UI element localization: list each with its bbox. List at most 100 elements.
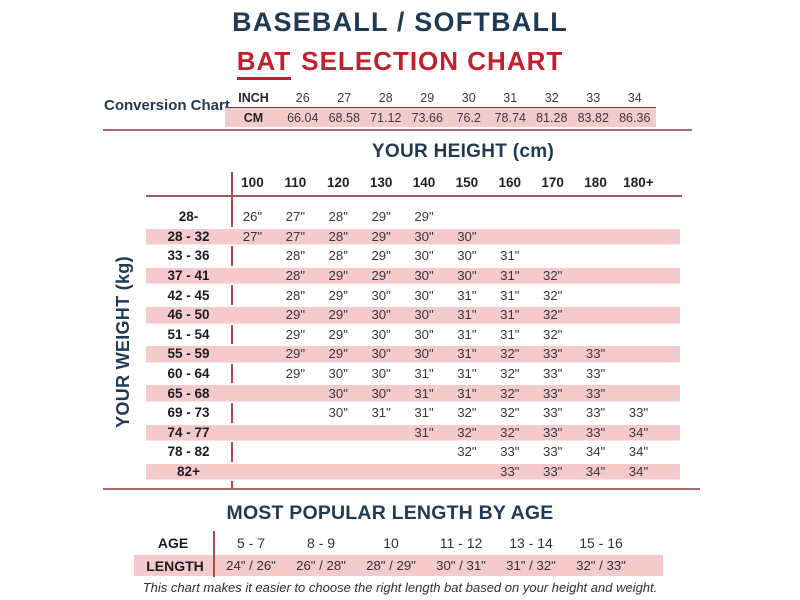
divider-line-bottom [103, 488, 700, 490]
conversion-cm-value: 71.12 [370, 110, 402, 125]
age-row-label: AGE [157, 535, 189, 551]
conversion-divider-line [225, 107, 656, 108]
conversion-inch-value: 31 [503, 91, 518, 105]
table-vertical-line [231, 172, 233, 488]
page-title-line2: BAT SELECTION CHART [0, 46, 800, 80]
weight-range-label: 33 - 36 [167, 248, 210, 264]
bat-length-cell: 30" [371, 307, 391, 323]
conversion-inch-value: 33 [586, 91, 601, 105]
height-column-header: 130 [369, 174, 393, 190]
bat-length-cell: 31" [500, 248, 520, 264]
length-row-label: LENGTH [146, 557, 204, 574]
bat-length-cell: 28" [328, 228, 348, 244]
length-row: LENGTH 24" / 26" 26" / 28" 28" / 29" 30" / … [134, 555, 663, 576]
bat-length-cell: 30" [328, 405, 348, 421]
table-row: 82+ 33" 33" 34" 34" [146, 461, 680, 482]
bat-length-cell: 33" [500, 464, 520, 480]
bat-length-cell: 30" [328, 366, 348, 382]
conversion-inch-value: 34 [627, 91, 642, 105]
table-row: 74 - 77 31" 32" 32" 33" 33" 34" [146, 422, 680, 443]
weight-range-label: 65 - 68 [167, 385, 210, 401]
conversion-cm-value: 66.04 [287, 110, 319, 125]
conversion-inch-label: INCH [238, 91, 269, 105]
bat-length-cell: 34" [628, 424, 649, 440]
bat-length-cell: 32" [457, 444, 477, 460]
length-value: 24" / 26" [226, 558, 276, 573]
height-column-headers: 100 110 120 130 140 150 160 170 180 180+ [231, 171, 660, 193]
title-word-bat-underlined: BAT [236, 46, 292, 80]
table-row: 46 - 50 29" 29" 30" 30" 31" 31" 32" [146, 304, 680, 325]
bat-length-cell: 31" [457, 307, 477, 323]
conversion-table: INCH 26 27 28 29 30 31 32 33 34 CM 66.04 68.58 71.… [225, 89, 656, 127]
bat-length-cell: 33" [543, 385, 563, 401]
height-column-header: 120 [326, 174, 350, 190]
bat-length-cell: 29" [328, 268, 348, 284]
bat-length-cell: 29" [371, 209, 391, 225]
conversion-cm-value: 68.58 [328, 110, 360, 125]
weight-range-label: 60 - 64 [167, 366, 210, 382]
age-range-value: 5 - 7 [236, 535, 265, 551]
bat-length-cell: 30" [457, 248, 477, 264]
conversion-inch-row: INCH 26 27 28 29 30 31 32 33 34 [225, 89, 656, 107]
bat-length-cell: 33" [500, 444, 520, 460]
height-column-header: 110 [284, 174, 307, 190]
bat-length-cell: 31" [414, 366, 434, 382]
bat-length-cell: 31" [457, 346, 477, 362]
height-column-header: 100 [241, 174, 264, 190]
bat-length-cell: 32" [543, 287, 563, 303]
bat-length-cell: 29" [371, 248, 391, 264]
bat-length-cell: 28" [328, 248, 348, 264]
age-range-value: 10 [383, 535, 399, 551]
conversion-inch-value: 27 [337, 91, 352, 105]
table-row: 42 - 45 28" 29" 30" 30" 31" 31" 32" [146, 285, 680, 305]
bat-length-cell: 29" [328, 307, 348, 323]
bat-length-cell: 34" [628, 464, 649, 480]
conversion-inch-value: 29 [420, 91, 435, 105]
bat-length-cell: 31" [500, 307, 520, 323]
weight-range-label: 78 - 82 [167, 444, 210, 460]
height-axis-heading: YOUR HEIGHT (cm) [371, 141, 555, 162]
bat-length-cell: 29" [285, 307, 306, 323]
table-row: 69 - 73 30" 31" 31" 32" 32" 33" 33" 33" [146, 403, 680, 423]
bat-length-cell: 30" [371, 366, 391, 382]
bat-length-cell: 29" [285, 366, 306, 382]
conversion-inch-value: 26 [295, 91, 310, 105]
divider-line-top [103, 129, 692, 131]
length-value: 32" / 33" [576, 558, 626, 573]
weight-range-label: 37 - 41 [167, 268, 210, 284]
conversion-cm-value: 73.66 [411, 110, 443, 125]
bat-length-cell: 34" [585, 464, 606, 480]
bat-length-cell: 33" [585, 424, 606, 440]
bat-length-cell: 33" [543, 444, 563, 460]
conversion-cm-label: CM [243, 110, 264, 125]
bat-length-cell: 30" [414, 268, 434, 284]
conversion-cm-value: 78.74 [494, 110, 526, 125]
height-column-header: 140 [412, 174, 436, 190]
height-column-header: 180+ [623, 174, 654, 190]
length-value: 31" / 32" [506, 558, 556, 573]
bat-length-cell: 27" [285, 209, 306, 225]
bat-length-cell: 31" [457, 385, 477, 401]
age-range-value: 15 - 16 [579, 535, 623, 551]
weight-range-label: 46 - 50 [167, 307, 210, 323]
bat-length-cell: 33" [543, 424, 563, 440]
bat-length-cell: 33" [543, 366, 563, 382]
bat-length-cell: 32" [543, 307, 563, 323]
table-row: 37 - 41 28" 29" 29" 30" 30" 31" 32" [146, 265, 680, 286]
weight-range-label: 28 - 32 [167, 228, 210, 244]
bat-length-cell: 31" [457, 287, 477, 303]
bat-length-cell: 33" [543, 405, 563, 421]
bat-length-cell: 30" [371, 287, 391, 303]
footer-note: This chart makes it easier to choose the… [142, 580, 658, 595]
bat-length-cell: 33" [585, 366, 606, 382]
weight-range-label: 28- [178, 209, 199, 225]
bat-length-cell: 28" [328, 209, 348, 225]
table-row: 28- 26" 27" 28" 29" 29" [146, 207, 680, 227]
table-row: 28 - 32 27" 27" 28" 29" 30" 30" [146, 226, 680, 247]
bat-length-cell: 33" [585, 385, 606, 401]
bat-length-cell: 29" [328, 346, 348, 362]
age-range-value: 13 - 14 [509, 535, 553, 551]
weight-range-label: 42 - 45 [167, 287, 210, 303]
conversion-cm-value: 83.82 [577, 110, 609, 125]
